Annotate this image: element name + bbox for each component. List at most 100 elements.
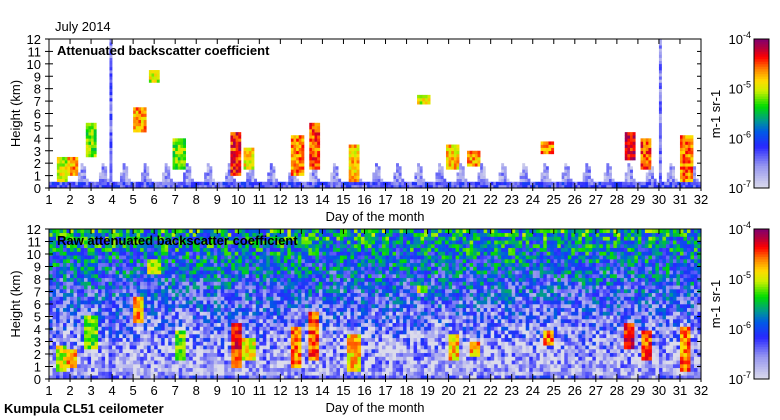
heat-cell	[311, 330, 316, 335]
heat-cell	[262, 240, 267, 245]
heat-cell	[73, 352, 78, 357]
heat-cell	[241, 300, 246, 305]
heat-cell	[151, 184, 155, 189]
heat-cell	[273, 281, 278, 286]
heat-cell	[59, 178, 63, 183]
heat-cell	[220, 311, 225, 316]
heat-cell	[109, 129, 113, 133]
heat-cell	[157, 334, 162, 339]
heat-cell	[171, 315, 176, 320]
heat-cell	[70, 307, 74, 312]
heat-cell	[276, 289, 281, 294]
heat-cell	[59, 169, 63, 173]
heat-cell	[234, 262, 239, 267]
heat-cell	[238, 345, 243, 350]
heat-cell	[225, 181, 229, 186]
heat-cell	[67, 169, 71, 173]
heat-cell	[298, 184, 302, 189]
heat-cell	[272, 184, 276, 189]
heat-cell	[126, 277, 130, 282]
heat-cell	[234, 371, 239, 376]
heat-cell	[85, 144, 89, 148]
heat-cell	[273, 311, 278, 316]
heat-cell	[70, 240, 74, 245]
heat-cell	[377, 184, 381, 189]
heat-cell	[245, 232, 250, 237]
heat-cell	[63, 367, 67, 372]
heat-cell	[317, 184, 321, 189]
heat-cell	[203, 349, 208, 354]
heat-cell	[94, 371, 99, 376]
heat-cell	[161, 322, 165, 327]
heat-cell	[283, 277, 288, 282]
heat-cell	[308, 326, 313, 331]
heat-cell	[658, 39, 662, 43]
heat-cell	[109, 150, 113, 155]
heat-cell	[679, 153, 683, 158]
heat-cell	[80, 255, 85, 260]
heat-cell	[98, 240, 102, 245]
heat-cell	[109, 82, 113, 86]
heat-cell	[154, 296, 158, 301]
heat-cell	[220, 352, 225, 357]
heat-cell	[87, 356, 92, 361]
x-tick-label: 14	[315, 192, 329, 207]
heat-cell	[501, 181, 505, 186]
heat-cell	[301, 330, 306, 335]
heat-cell	[224, 244, 229, 249]
heat-cell	[648, 141, 652, 145]
heat-cell	[469, 181, 473, 186]
heat-cell	[224, 270, 229, 275]
heat-cell	[59, 259, 64, 264]
heat-cell	[315, 364, 320, 369]
heat-cell	[192, 229, 197, 234]
heat-cell	[283, 292, 288, 297]
heat-cell	[178, 300, 183, 305]
heat-cell	[690, 172, 694, 176]
heat-cell	[545, 150, 549, 155]
heat-cell	[669, 163, 673, 167]
exponent: -7	[743, 179, 751, 189]
heat-cell	[80, 345, 85, 350]
heat-cell	[246, 156, 250, 161]
heat-cell	[87, 371, 92, 376]
heat-cell	[171, 296, 176, 301]
heat-cell	[175, 334, 179, 339]
heat-cell	[114, 184, 118, 189]
heat-cell	[217, 255, 222, 260]
heat-cell	[266, 247, 271, 252]
heat-cell	[140, 236, 144, 241]
heat-cell	[346, 184, 350, 189]
heat-cell	[210, 319, 215, 324]
heat-cell	[49, 334, 53, 339]
heat-cell	[182, 274, 187, 279]
heat-cell	[556, 184, 560, 189]
heat-cell	[140, 375, 144, 380]
heat-cell	[87, 289, 92, 294]
heat-cell	[231, 296, 236, 301]
heat-cell	[136, 315, 141, 320]
heat-cell	[210, 247, 215, 252]
heat-cell	[135, 110, 139, 114]
heat-cell	[203, 289, 208, 294]
heat-cell	[140, 356, 144, 361]
colorbar-cell	[754, 145, 769, 149]
heat-cell	[49, 262, 53, 267]
heat-cell	[501, 175, 505, 179]
heat-cell	[157, 345, 162, 350]
heat-cell	[62, 160, 66, 164]
heat-cell	[477, 153, 481, 158]
heat-cell	[122, 319, 127, 324]
heat-cell	[101, 184, 105, 189]
heat-cell	[251, 150, 255, 155]
heat-cell	[280, 371, 285, 376]
heat-cell	[669, 184, 673, 189]
heat-cell	[651, 169, 654, 173]
heat-cell	[115, 330, 120, 335]
heat-cell	[243, 160, 247, 164]
heat-cell	[175, 315, 179, 320]
heat-cell	[164, 311, 169, 316]
heat-cell	[126, 240, 130, 245]
heat-cell	[67, 166, 71, 170]
heat-cell	[56, 175, 60, 179]
